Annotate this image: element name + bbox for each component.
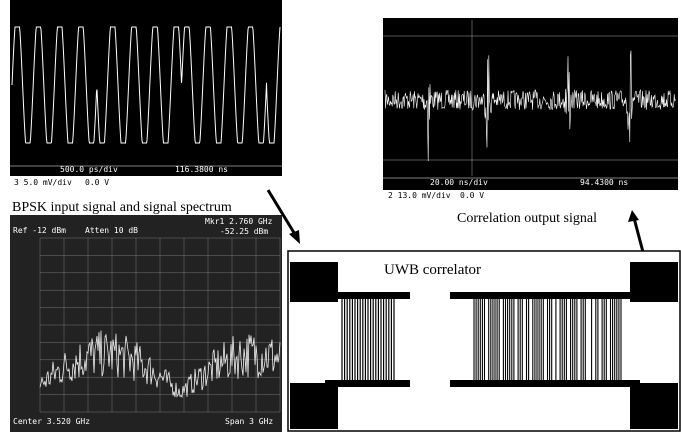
spectrum-screen: [10, 215, 282, 432]
waveform-trace: [384, 50, 676, 162]
arrow: [266, 189, 298, 237]
scope-status-bar: [10, 176, 282, 188]
span: Span 3 GHz: [225, 417, 273, 426]
arrowhead: [628, 210, 639, 222]
input-waveform: [11, 26, 281, 144]
chip-lines: [341, 299, 622, 380]
channel: 2 13.0 mV/div: [388, 191, 451, 200]
attenuation: Atten 10 dB: [85, 226, 138, 235]
center-frequency: Center 3.520 GHz: [13, 417, 90, 426]
caption: UWB correlator: [384, 262, 481, 278]
reference-level: Ref -12 dBm: [13, 226, 66, 235]
marker-level: -52.25 dBm: [220, 227, 268, 236]
output-scope-screen: [383, 18, 678, 200]
arrow: [632, 217, 645, 253]
chip-layout: [290, 262, 678, 429]
arrowhead: [289, 230, 300, 244]
timebase: 500.0 ps/div: [60, 165, 118, 174]
timebase: 20.00 ns/div: [430, 178, 488, 187]
offset: 0.0 V: [85, 178, 109, 187]
output-waveform: [383, 20, 678, 176]
marker: Mkr1 2.760 GHz: [205, 217, 273, 226]
channel: 3 5.0 mV/div: [14, 178, 72, 187]
spectrum-grid: [39, 237, 281, 413]
waveform-trace: [11, 26, 281, 144]
caption: Correlation output signal: [457, 211, 597, 226]
spectrum-trace: [39, 330, 281, 399]
position: 116.3800 ns: [175, 165, 228, 174]
caption: BPSK input signal and signal spectrum: [12, 200, 232, 215]
position: 94.4300 ns: [580, 178, 628, 187]
offset: 0.0 V: [460, 191, 484, 200]
spectrum-trace: [39, 330, 281, 399]
scope-status-bar: [383, 190, 678, 200]
input-scope-screen: [10, 0, 282, 188]
